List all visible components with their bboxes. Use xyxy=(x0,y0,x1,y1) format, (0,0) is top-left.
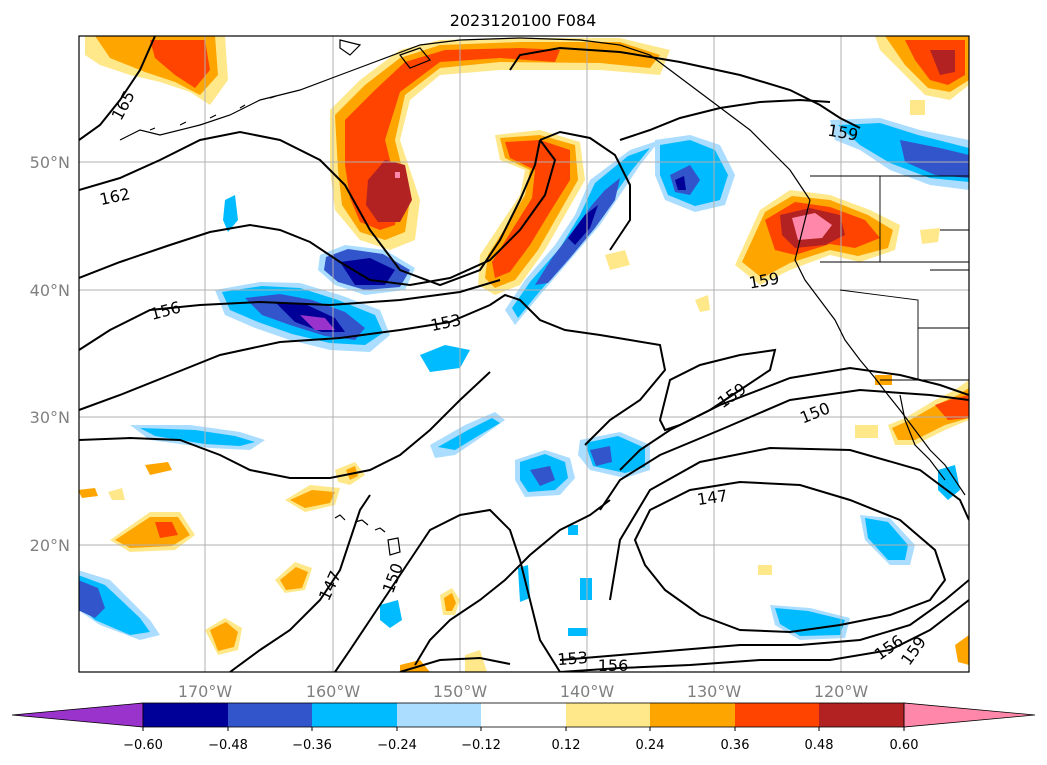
longitude-label: 140°W xyxy=(560,682,615,701)
anomaly-blob-pnw xyxy=(735,190,900,285)
colorbar-extend-high xyxy=(903,702,1036,728)
grid-lines xyxy=(79,36,969,672)
anomaly-patch-ne-blue xyxy=(655,135,735,212)
map-title: 2023120100 F084 xyxy=(450,11,597,30)
longitude-labels: 170°W 160°W 150°W 140°W 130°W 120°W xyxy=(178,682,869,701)
colorbar-tick-label: −0.12 xyxy=(461,738,501,753)
height-contours xyxy=(79,36,969,672)
longitude-label: 170°W xyxy=(178,682,233,701)
anomaly-blob-top-left xyxy=(85,36,228,105)
longitude-label: 160°W xyxy=(306,682,361,701)
colorbar-segment xyxy=(566,703,650,727)
latitude-labels: 50°N 40°N 30°N 20°N xyxy=(30,153,70,555)
anomaly-small-spots xyxy=(79,195,960,640)
map-contents xyxy=(79,36,969,672)
colorbar-extend-low xyxy=(11,702,144,728)
latitude-label: 30°N xyxy=(30,408,70,427)
colorbar-segment xyxy=(735,703,819,727)
anomaly-blob-ne-orange xyxy=(875,36,969,100)
coastlines xyxy=(119,37,969,556)
colorbar-tick-label: 0.24 xyxy=(636,738,665,753)
colorbar-ticks xyxy=(142,727,905,731)
anomaly-band-ne-blue xyxy=(830,118,969,190)
latitude-label: 40°N xyxy=(30,281,70,300)
colorbar-tick-label: −0.24 xyxy=(377,738,417,753)
colorbar-tick-label: −0.48 xyxy=(208,738,248,753)
colorbar-segment xyxy=(397,703,481,727)
colorbar: −0.60 −0.48 −0.36 −0.24 −0.12 0.12 0.24 … xyxy=(11,702,1036,753)
latitude-label: 20°N xyxy=(30,536,70,555)
colorbar-tick-label: 0.12 xyxy=(552,738,581,753)
colorbar-tick-label: 0.36 xyxy=(721,738,750,753)
colorbar-tick-label: −0.36 xyxy=(292,738,332,753)
map-border xyxy=(78,35,970,673)
colorbar-outline xyxy=(142,702,905,728)
anomaly-band-north-pacific xyxy=(330,38,670,250)
longitude-label: 150°W xyxy=(433,682,488,701)
colorbar-tick-label: −0.60 xyxy=(123,738,163,753)
anomaly-patch-west-blue xyxy=(215,282,390,352)
colorbar-segment xyxy=(143,703,228,727)
colorbar-segment xyxy=(481,703,566,727)
contour-label: 156 xyxy=(598,656,629,675)
longitude-label: 120°W xyxy=(814,682,869,701)
colorbar-segment xyxy=(650,703,735,727)
latitude-label: 50°N xyxy=(30,153,70,172)
colorbar-tick-label: 0.60 xyxy=(890,738,919,753)
contour-label: 147 xyxy=(696,486,729,509)
colorbar-segment xyxy=(819,703,904,727)
colorbar-tick-label: 0.48 xyxy=(805,738,834,753)
longitude-label: 130°W xyxy=(687,682,742,701)
contour-label: 153 xyxy=(557,648,589,669)
colorbar-segment xyxy=(312,703,397,727)
colorbar-segment xyxy=(228,703,312,727)
anomaly-streak-blue xyxy=(505,140,660,325)
